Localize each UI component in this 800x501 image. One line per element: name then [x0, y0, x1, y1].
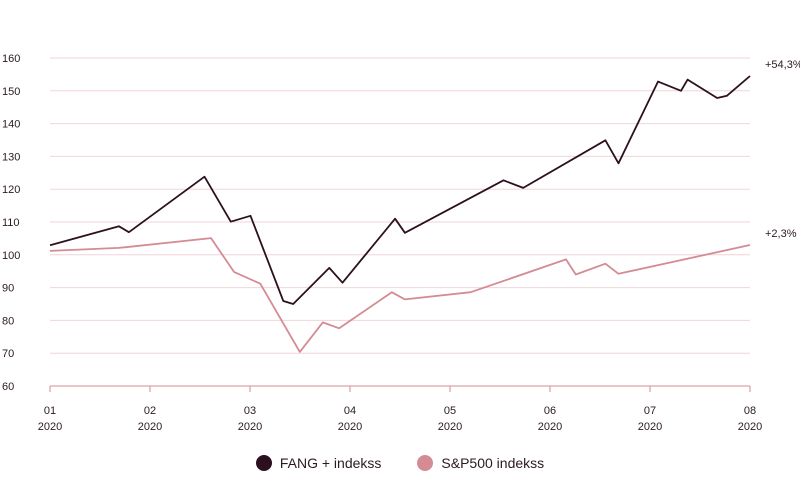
x-tick-year: 2020 — [238, 421, 262, 433]
x-axis: 01 2020 02 2020 03 2020 04 2020 05 2020 06 2020 07 20… — [38, 386, 762, 433]
y-tick-label: 130 — [2, 151, 20, 163]
y-tick-label: 150 — [2, 86, 20, 98]
legend-swatch-fang — [255, 455, 272, 471]
x-tick-year: 2020 — [438, 421, 462, 433]
x-tick-month: 04 — [344, 405, 356, 417]
y-tick-label: 80 — [2, 315, 14, 327]
x-tick-month: 06 — [544, 405, 556, 417]
x-tick-month: 05 — [444, 405, 456, 417]
x-tick-year: 2020 — [338, 421, 362, 433]
legend: FANG + indekss S&P500 indekss — [0, 455, 800, 471]
y-tick-label: 60 — [2, 381, 14, 393]
y-tick-label: 70 — [2, 348, 14, 360]
y-tick-label: 100 — [2, 250, 20, 262]
y-axis: 60 70 80 90 100 110 120 130 140 150 160 — [2, 53, 20, 393]
x-tick-month: 08 — [744, 405, 756, 417]
gridlines — [50, 57, 750, 387]
legend-item-sp500: S&P500 indekss — [417, 455, 544, 471]
x-tick-month: 07 — [644, 405, 656, 417]
end-label-fang: +54,3% — [765, 59, 800, 71]
x-tick-month: 03 — [244, 405, 256, 417]
series-line-sp500 — [49, 237, 751, 353]
x-tick-month: 01 — [44, 405, 56, 417]
end-labels: +2,3% +54,3% — [765, 59, 800, 240]
legend-swatch-sp500 — [417, 455, 434, 471]
legend-label-sp500: S&P500 indekss — [441, 455, 545, 471]
y-tick-label: 160 — [2, 53, 20, 65]
x-tick-year: 2020 — [538, 421, 562, 433]
x-tick-year: 2020 — [738, 421, 762, 433]
x-tick-year: 2020 — [138, 421, 162, 433]
series-lines — [49, 75, 751, 353]
x-tick-year: 2020 — [38, 421, 62, 433]
x-tick-year: 2020 — [638, 421, 662, 433]
y-tick-label: 120 — [2, 184, 20, 196]
legend-label-fang: FANG + indekss — [279, 455, 382, 471]
legend-item-fang: FANG + indekss — [255, 455, 382, 471]
series-line-fang — [49, 75, 751, 305]
y-tick-label: 110 — [2, 217, 20, 229]
x-tick-month: 02 — [144, 405, 156, 417]
y-tick-label: 90 — [2, 283, 14, 295]
y-tick-label: 140 — [2, 119, 20, 131]
end-label-sp500: +2,3% — [765, 228, 797, 240]
